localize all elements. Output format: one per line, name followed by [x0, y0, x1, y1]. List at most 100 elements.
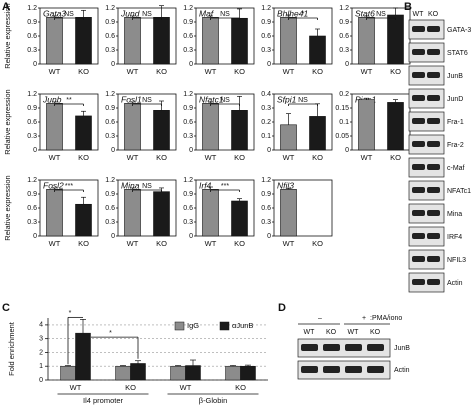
bar — [46, 17, 63, 65]
error-bar — [52, 15, 57, 18]
blot-strip — [408, 19, 445, 40]
error-bar — [135, 360, 141, 364]
chart-title: Sfpi1 — [277, 94, 297, 104]
error-bar — [81, 110, 86, 116]
blot-band — [427, 141, 440, 147]
error-bar — [52, 187, 57, 190]
x-tick-label: KO — [156, 67, 167, 76]
y-tick-label: 1 — [39, 363, 43, 370]
bar — [46, 103, 63, 151]
x-tick-label: WT — [361, 153, 373, 162]
blot-strip — [408, 180, 445, 201]
y-axis-label: Relative expression — [3, 3, 12, 68]
y-tick-label: 0 — [189, 233, 193, 240]
significance-label: NS — [220, 11, 230, 18]
y-tick-label: 0.9 — [105, 105, 115, 112]
y-tick-label: 1.2 — [339, 5, 349, 12]
chart-title: Junb — [42, 94, 62, 104]
x-tick-label: KO — [235, 383, 246, 392]
y-tick-label: 0 — [267, 61, 271, 68]
error-bar — [315, 28, 320, 36]
y-tick-label: 1.2 — [183, 91, 193, 98]
protein-label: Mina — [447, 211, 462, 218]
y-tick-label: 3 — [39, 336, 43, 343]
chart-title: Fosl2 — [43, 180, 64, 190]
y-tick-label: 0.6 — [261, 205, 271, 212]
group-label: Il4 promoter — [83, 396, 124, 405]
blot-band — [427, 118, 440, 124]
blot-band — [345, 366, 362, 373]
x-tick-label: WT — [127, 67, 139, 76]
error-bar — [120, 365, 126, 367]
y-tick-label: 0.6 — [27, 33, 37, 40]
x-tick-label: WT — [127, 153, 139, 162]
y-tick-label: 1.2 — [183, 177, 193, 184]
blot-band — [301, 344, 318, 351]
x-tick-label: WT — [205, 153, 217, 162]
y-tick-label: 0.3 — [183, 47, 193, 54]
protein-label: GATA-3 — [447, 27, 471, 34]
blot-strip — [408, 42, 445, 63]
bar — [202, 17, 219, 65]
bar — [202, 103, 219, 151]
chart-title: Mina — [121, 180, 140, 190]
chart-title: Bhlhe41 — [277, 8, 308, 18]
group-label: β-Globin — [199, 396, 228, 405]
bar — [124, 189, 141, 237]
error-bar — [364, 15, 369, 18]
y-tick-label: 1.2 — [105, 91, 115, 98]
y-tick-label: 0.9 — [183, 191, 193, 198]
y-tick-label: 0.4 — [261, 91, 271, 98]
y-tick-label: 0 — [33, 233, 37, 240]
y-tick-label: 0.3 — [105, 133, 115, 140]
error-bar — [393, 7, 398, 15]
y-tick-label: 0.3 — [261, 105, 271, 112]
y-tick-label: 0.3 — [27, 219, 37, 226]
y-tick-label: 0.6 — [105, 205, 115, 212]
bar — [309, 116, 326, 151]
x-tick-label: KO — [78, 153, 89, 162]
significance-label: NS — [376, 11, 386, 18]
protein-label: Fra-2 — [447, 142, 464, 149]
blot-band — [412, 49, 425, 55]
y-tick-label: 0.9 — [261, 19, 271, 26]
x-tick-label: WT — [49, 153, 61, 162]
chart-title: Irf4 — [199, 180, 212, 190]
y-tick-label: 0.9 — [261, 191, 271, 198]
error-bar — [237, 198, 242, 201]
bar — [46, 189, 63, 237]
x-tick-label: KO — [78, 67, 89, 76]
x-tick-label: WT — [283, 239, 295, 248]
chart-title: Nfatc1 — [199, 94, 224, 104]
error-bar — [286, 188, 291, 190]
y-tick-label: 0.1 — [261, 133, 271, 140]
blot-band — [427, 164, 440, 170]
y-tick-label: 1.2 — [105, 177, 115, 184]
error-bar — [208, 186, 213, 190]
y-tick-label: 0.6 — [27, 119, 37, 126]
bar — [309, 35, 326, 65]
error-bar — [130, 15, 135, 18]
bar — [75, 17, 92, 65]
protein-label: NFATc1 — [447, 188, 471, 195]
y-tick-label: 0.9 — [183, 19, 193, 26]
blot-band — [367, 366, 384, 373]
error-bar — [286, 113, 291, 125]
y-tick-label: 0.6 — [105, 119, 115, 126]
blot-band — [412, 164, 425, 170]
y-tick-label: 0 — [345, 61, 349, 68]
y-tick-label: 0 — [33, 147, 37, 154]
panel-label: A — [2, 1, 10, 13]
treatment-label: – — [318, 315, 322, 322]
blot-band — [427, 72, 440, 78]
blot-band — [427, 279, 440, 285]
y-tick-label: 0.9 — [339, 19, 349, 26]
blot-band — [427, 49, 440, 55]
significance-label: NS — [142, 97, 152, 104]
error-bar — [208, 15, 213, 18]
blot-strip — [408, 65, 445, 86]
significance-label: ** — [66, 97, 72, 104]
blot-band — [412, 118, 425, 124]
y-tick-label: 0 — [189, 61, 193, 68]
y-axis-label: Fold enrichment — [7, 321, 16, 376]
